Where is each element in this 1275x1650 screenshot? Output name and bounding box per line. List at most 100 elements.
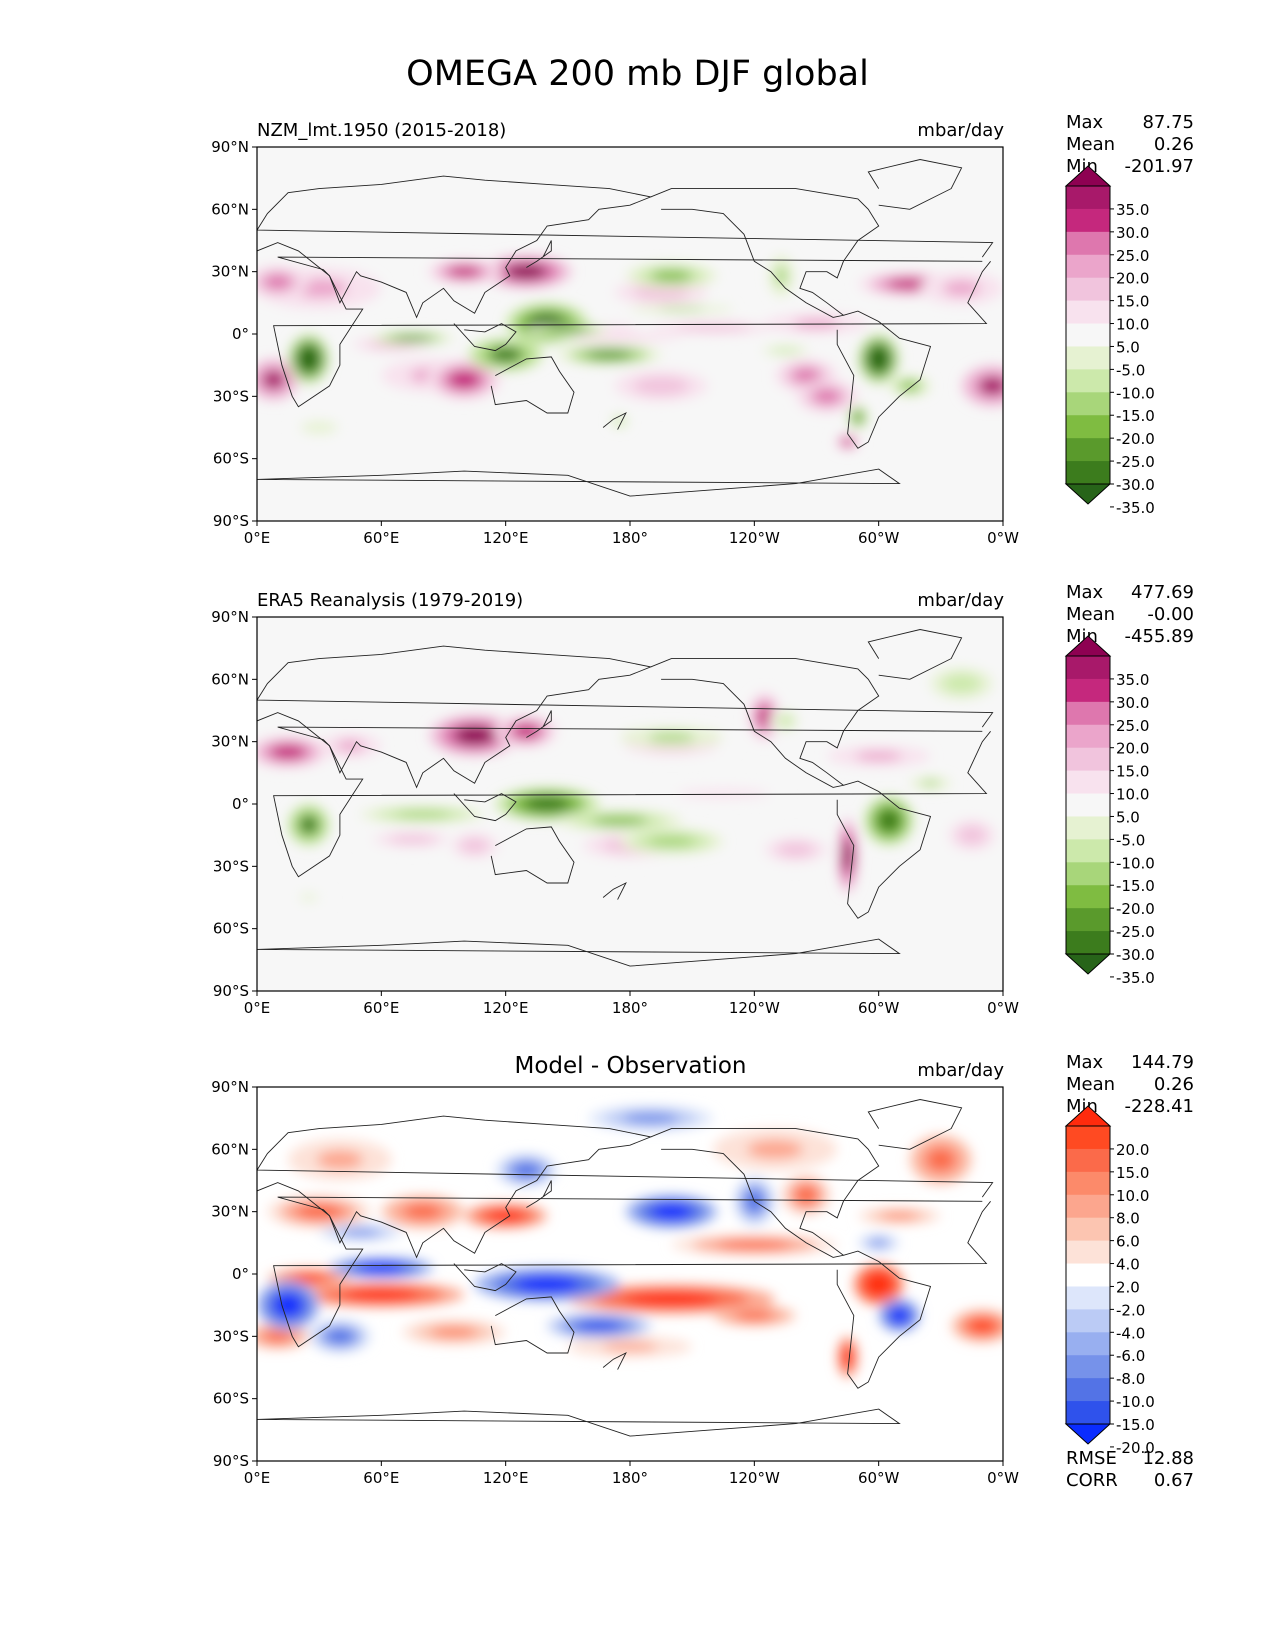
panel-model: NZM_lmt.1950 (2015-2018) mbar/day Max 87.… <box>0 112 1275 590</box>
x-tick-label: 60°W <box>858 999 900 1017</box>
field-anomaly <box>841 438 854 446</box>
coastline <box>867 1099 963 1150</box>
coastline <box>650 1128 880 1258</box>
colorbar-extend-max <box>1064 165 1112 187</box>
y-tick-label: 0° <box>232 1265 249 1283</box>
coastline <box>453 323 517 352</box>
colorbar-band <box>1066 931 1110 955</box>
field-anomaly <box>777 715 793 727</box>
colorbar-label: -15.0 <box>1116 877 1155 895</box>
colorbar-label: 25.0 <box>1116 247 1149 265</box>
field-anomaly <box>867 1275 890 1294</box>
y-tick-label: 90°S <box>213 1452 249 1470</box>
field-anomaly <box>777 842 815 858</box>
colorbar-band <box>1066 656 1110 680</box>
colorbar-label: 30.0 <box>1116 224 1149 242</box>
y-tick-label: 0° <box>232 795 249 813</box>
field-anomaly <box>633 284 690 300</box>
field-anomaly <box>404 1204 442 1220</box>
field-anomaly <box>585 350 633 360</box>
coastline <box>257 1115 994 1259</box>
x-tick-label: 0°E <box>244 999 271 1017</box>
colorbar-label: 20.0 <box>1116 740 1149 758</box>
x-tick-label: 120°E <box>483 1469 529 1487</box>
colorbar-extend-max <box>1064 1105 1112 1127</box>
colorbar-label: -15.0 <box>1116 1416 1155 1434</box>
x-tick-label: 60°W <box>858 1469 900 1487</box>
field-anomaly <box>389 834 436 844</box>
field-anomaly <box>869 347 888 371</box>
x-tick-label: 0°E <box>244 529 271 547</box>
colorbar-extend-max <box>1064 635 1112 657</box>
colorbar-label: -30.0 <box>1116 946 1155 964</box>
field-anomaly <box>921 780 940 787</box>
colorbar-label: 10.0 <box>1116 786 1149 804</box>
coastline <box>490 1296 575 1354</box>
coastline <box>257 1408 901 1437</box>
field-anomaly <box>505 264 547 280</box>
panel-title: ERA5 Reanalysis (1979-2019) <box>257 590 524 611</box>
x-tick-label: 180° <box>612 1469 648 1487</box>
colorbar-band <box>1066 862 1110 886</box>
field-anomaly <box>942 280 981 296</box>
colorbar-band <box>1066 701 1110 726</box>
stat-max-label: Max <box>1066 112 1104 133</box>
colorbar-frame <box>1065 655 1111 955</box>
stat-mean-label: Mean <box>1066 604 1116 625</box>
y-tick-label: 30°N <box>211 733 249 751</box>
colorbar-band <box>1066 231 1110 256</box>
x-tick-label: 180° <box>612 999 648 1017</box>
panel-stats: Max 144.79 Mean 0.26 Min -228.41 <box>1066 1052 1194 1118</box>
colorbar-frame <box>1065 185 1111 485</box>
field-anomaly <box>747 1139 804 1159</box>
colorbar-label: 15.0 <box>1116 763 1149 781</box>
coastline <box>602 1352 627 1370</box>
colorbar-band <box>1066 186 1110 210</box>
field-anomaly <box>775 266 787 286</box>
field-anomaly <box>900 381 920 391</box>
field-anomaly <box>675 324 751 332</box>
field-anomaly <box>890 1308 909 1324</box>
field-anomaly <box>514 1276 580 1292</box>
field-anomaly <box>299 815 319 835</box>
colorbar-label: 5.0 <box>1116 808 1140 826</box>
field-anomaly <box>842 1347 853 1367</box>
colorbar-label: -5.0 <box>1116 831 1145 849</box>
figure-title: OMEGA 200 mb DJF global <box>406 54 869 94</box>
stat-mean-label: Mean <box>1066 1074 1116 1095</box>
colorbar-label: -8.0 <box>1116 1370 1145 1388</box>
field-anomaly <box>717 1240 792 1250</box>
map-plot: 0°E 60°E 120°E 180° 120°W 60°W 0°W 90°N 60°N 30°N… <box>211 608 1155 1017</box>
stat-mean: 0.26 <box>1153 1074 1194 1095</box>
y-tick-label: 30°S <box>213 387 249 405</box>
field-anomaly <box>602 1342 658 1352</box>
field-anomaly <box>842 839 853 873</box>
colorbar-band <box>1066 300 1110 325</box>
field-anomaly <box>695 790 752 797</box>
colorbar-band <box>1066 277 1110 302</box>
colorbar-band <box>1066 908 1110 932</box>
coastline <box>526 1180 552 1208</box>
colorbar-band <box>1066 369 1110 393</box>
coastline <box>650 188 880 318</box>
field-anomaly <box>512 1162 541 1178</box>
y-tick-label: 90°S <box>213 982 249 1000</box>
coastline <box>490 826 575 884</box>
colorbar-label: -4.0 <box>1116 1324 1145 1342</box>
y-tick-label: 90°N <box>211 1078 249 1096</box>
field-anomaly <box>262 370 285 390</box>
colorbar-label: 35.0 <box>1116 671 1149 689</box>
colorbar-band <box>1066 747 1110 772</box>
y-tick-label: 30°S <box>213 857 249 875</box>
field-anomaly <box>344 1289 419 1301</box>
colorbar-band <box>1066 816 1110 840</box>
field-anomaly <box>549 327 587 333</box>
y-tick-label: 60°N <box>211 670 249 688</box>
y-tick-label: 60°N <box>211 200 249 218</box>
y-tick-label: 90°N <box>211 138 249 156</box>
field-anomaly <box>263 1330 292 1342</box>
field-anomaly <box>793 318 840 329</box>
field-anomaly <box>512 723 541 739</box>
y-tick-label: 0° <box>232 325 249 343</box>
field-anomaly <box>447 266 482 278</box>
